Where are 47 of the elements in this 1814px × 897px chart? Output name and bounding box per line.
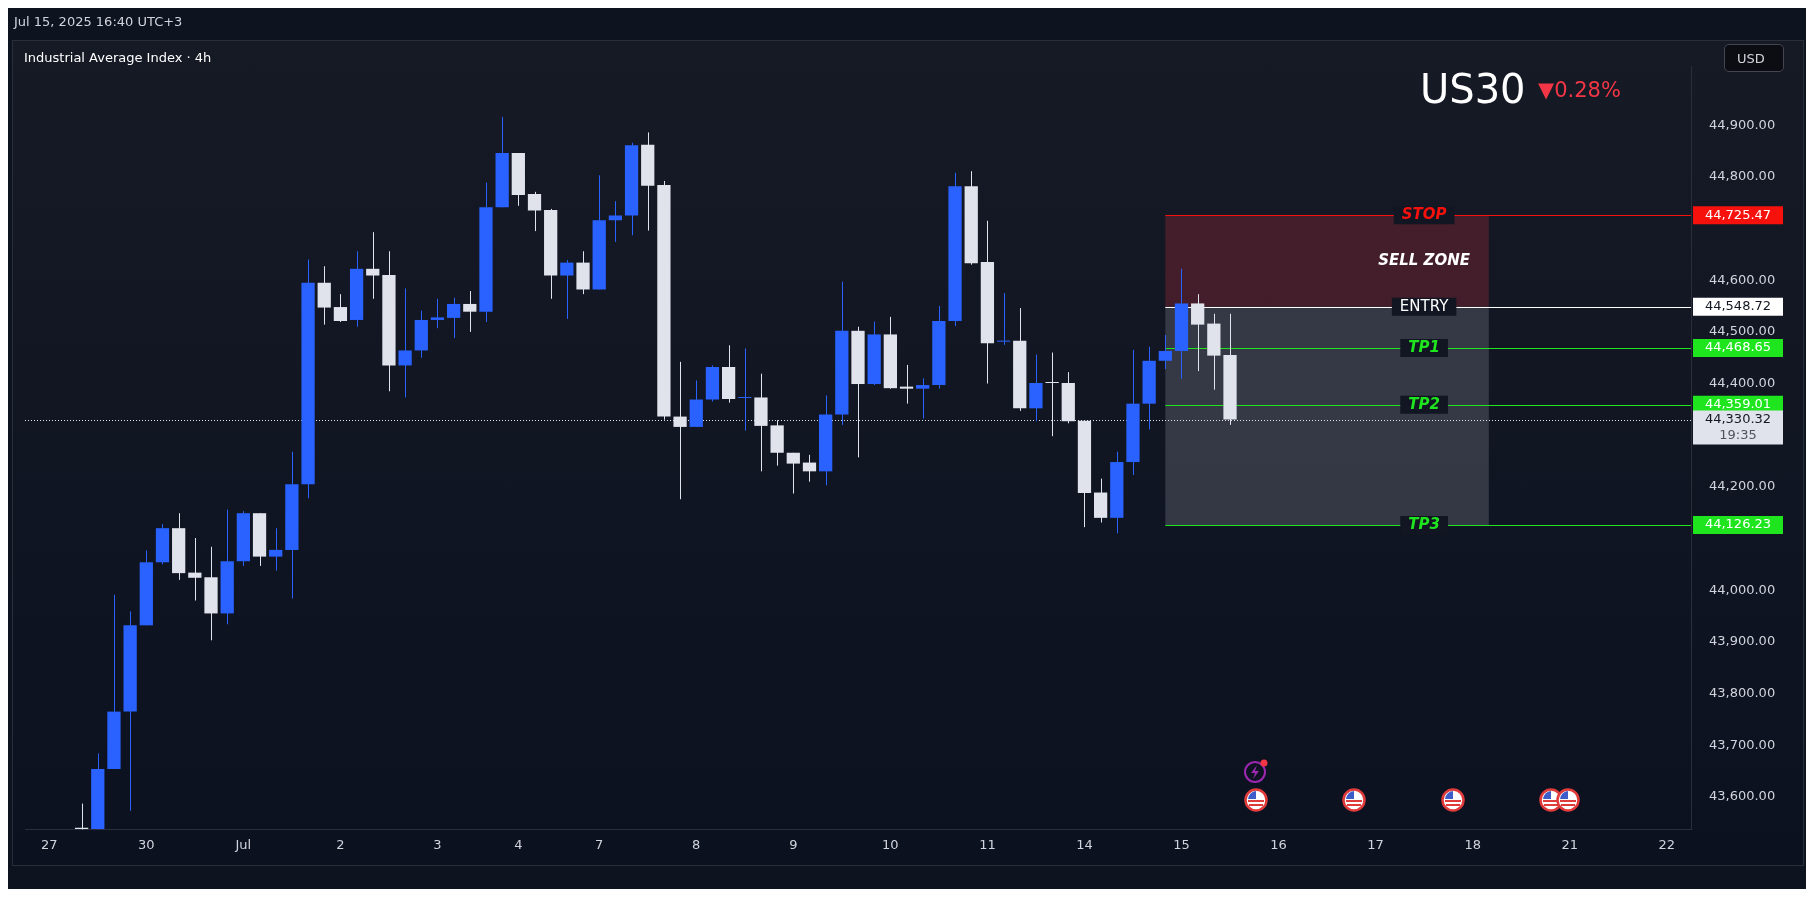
annotation: US30 bbox=[1420, 66, 1526, 112]
x-tick-label: 7 bbox=[595, 836, 604, 852]
y-tick-label: 44,900.00 bbox=[1709, 116, 1776, 132]
y-tick-label: 43,600.00 bbox=[1709, 788, 1776, 804]
annotation: TP1 bbox=[1408, 337, 1440, 356]
band-label: SELL ZONE bbox=[1378, 250, 1471, 269]
x-tick-label: 16 bbox=[1270, 836, 1287, 852]
x-tick-label: Jul bbox=[234, 836, 252, 852]
annotation: STOP bbox=[1401, 205, 1447, 224]
y-tick-label: 44,500.00 bbox=[1709, 323, 1776, 339]
x-tick-label: 11 bbox=[979, 836, 996, 852]
x-tick-label: 2 bbox=[336, 836, 345, 852]
y-tick-label: 44,400.00 bbox=[1709, 374, 1776, 390]
ref-line-label: 44,126.23 bbox=[1704, 516, 1772, 532]
y-tick-label: 43,700.00 bbox=[1709, 736, 1776, 752]
chart-title: Industrial Average Index · 4h bbox=[24, 50, 212, 65]
annotation: ENTRY bbox=[1399, 296, 1450, 315]
x-tick-label: 22 bbox=[1658, 836, 1676, 852]
x-tick-label: 30 bbox=[138, 836, 155, 852]
y-tick-label: 43,800.00 bbox=[1709, 684, 1776, 700]
ref-line-label: 44,359.01 bbox=[1704, 396, 1772, 412]
y-tick-label: 44,800.00 bbox=[1709, 168, 1776, 184]
x-tick-label: 10 bbox=[882, 836, 899, 852]
annotation: ▼0.28% bbox=[1538, 78, 1621, 102]
y-tick-label: 44,000.00 bbox=[1709, 581, 1776, 597]
ref-line-label: 44,548.72 bbox=[1704, 298, 1772, 314]
text: USD bbox=[1724, 44, 1784, 72]
y-tick-label: 44,200.00 bbox=[1709, 478, 1776, 494]
x-tick-label: 18 bbox=[1464, 836, 1481, 852]
y-tick-label: 44,600.00 bbox=[1709, 271, 1776, 287]
x-tick-label: 3 bbox=[433, 836, 442, 852]
annotation: TP2 bbox=[1408, 394, 1440, 413]
x-tick-label: 9 bbox=[789, 836, 798, 852]
annotation: TP3 bbox=[1408, 514, 1440, 533]
x-tick-label: 27 bbox=[40, 836, 58, 852]
x-tick-label: 4 bbox=[514, 836, 523, 852]
x-tick-label: 15 bbox=[1173, 836, 1190, 852]
ref-line-label: 44,468.65 bbox=[1704, 339, 1772, 355]
x-tick-label: 21 bbox=[1561, 836, 1578, 852]
y-tick-label: 43,900.00 bbox=[1709, 633, 1776, 649]
ref-line-label: 44,330.32 bbox=[1704, 410, 1772, 426]
x-tick-label: 14 bbox=[1076, 836, 1093, 852]
text: 19:35 bbox=[1719, 426, 1757, 442]
x-tick-label: 17 bbox=[1367, 836, 1384, 852]
ref-line-label: 44,725.47 bbox=[1704, 206, 1772, 222]
x-tick-label: 8 bbox=[692, 836, 701, 852]
text: Jul 15, 2025 16:40 UTC+3 bbox=[14, 14, 183, 29]
